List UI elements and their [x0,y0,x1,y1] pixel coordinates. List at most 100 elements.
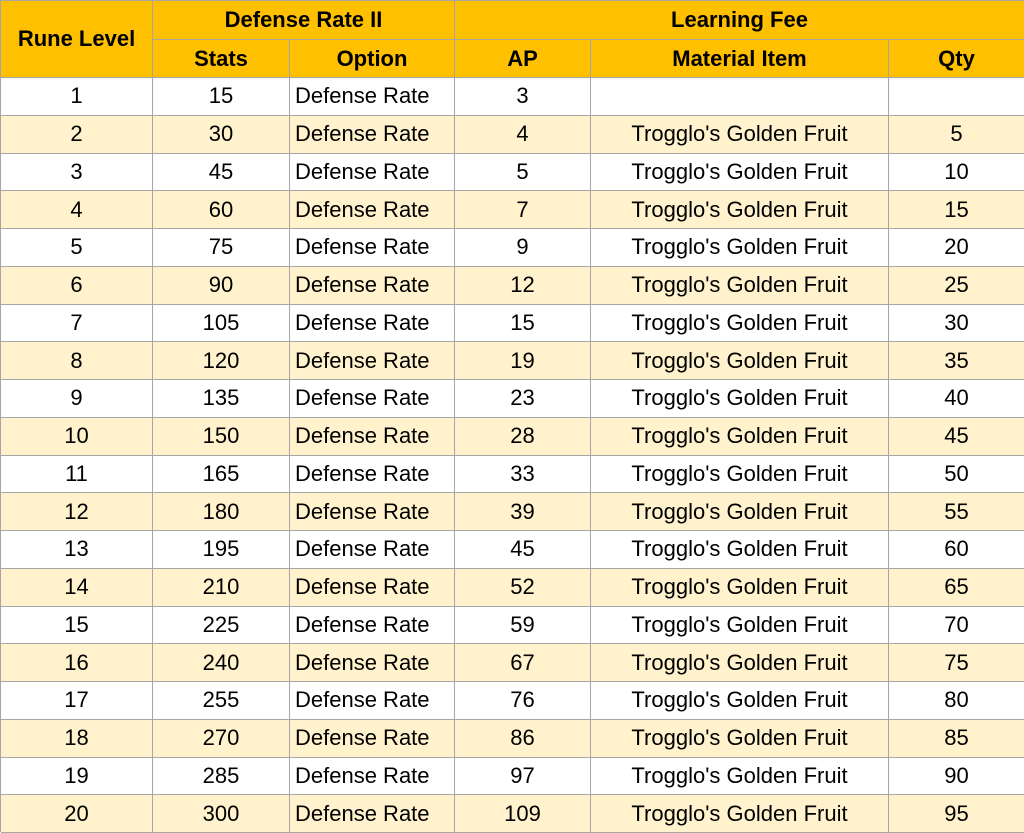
header-cell: Rune Level [1,1,153,78]
table-cell: 13 [1,531,153,569]
table-cell: Trogglo's Golden Fruit [591,493,889,531]
table-cell: Defense Rate [290,455,455,494]
table-cell: 6 [1,266,153,305]
table-cell: 45 [153,153,290,192]
table-cell: 7 [1,304,153,343]
column-header: AP [455,40,591,78]
table-cell: 40 [889,380,1024,418]
table-cell: 76 [455,682,591,720]
table-cell: 18 [1,719,153,758]
table-cell: 165 [153,455,290,494]
table-cell: Defense Rate [290,606,455,645]
table-cell: 300 [153,795,290,833]
table-cell: 195 [153,531,290,569]
table-cell: Defense Rate [290,531,455,569]
table-cell: 9 [1,380,153,418]
table-cell: Defense Rate [290,304,455,343]
table-cell: Trogglo's Golden Fruit [591,153,889,192]
table-cell: Trogglo's Golden Fruit [591,795,889,833]
table-cell: Defense Rate [290,682,455,720]
table-cell: Defense Rate [290,795,455,833]
table-cell: 30 [153,115,290,154]
table-cell: 86 [455,719,591,758]
table-cell: Defense Rate [290,493,455,531]
table-cell: 90 [153,266,290,305]
table-cell: 255 [153,682,290,720]
table-cell: 52 [455,568,591,607]
table-cell: 109 [455,795,591,833]
table-cell: 9 [455,229,591,267]
column-header: Qty [889,40,1024,78]
table-cell: 67 [455,644,591,682]
table-cell: 65 [889,568,1024,607]
table-cell: 5 [1,229,153,267]
table-cell: 2 [1,115,153,154]
table-cell: 60 [153,191,290,229]
table-cell: 19 [1,757,153,796]
table-cell: 16 [1,644,153,682]
table-cell: Trogglo's Golden Fruit [591,342,889,380]
table-cell: 50 [889,456,1024,494]
table-cell: 15 [889,191,1024,229]
table-cell: Defense Rate [290,78,455,116]
table-cell: Trogglo's Golden Fruit [591,757,889,796]
table-cell: 59 [455,606,591,645]
table-cell: 20 [1,795,153,833]
group-header: Defense Rate II [153,1,455,40]
column-header: Stats [153,40,290,78]
table-cell: 45 [455,531,591,569]
table-cell: Trogglo's Golden Fruit [591,380,889,418]
table-cell: 4 [455,115,591,154]
table-cell: 15 [153,78,290,116]
table-cell: 285 [153,757,290,796]
table-cell: 5 [889,115,1024,154]
table-cell: 80 [889,682,1024,720]
table-cell: Trogglo's Golden Fruit [591,191,889,229]
table-cell: Trogglo's Golden Fruit [591,644,889,682]
table-cell: 30 [889,305,1024,343]
table-cell: 95 [889,795,1024,833]
table-cell: Defense Rate [290,417,455,456]
table-cell: 75 [889,644,1024,682]
table-cell: 14 [1,568,153,607]
table-cell: 20 [889,229,1024,267]
table-cell: 90 [889,758,1024,796]
table-cell: 85 [889,719,1024,758]
table-cell: Trogglo's Golden Fruit [591,531,889,569]
table-cell: Defense Rate [290,568,455,607]
table-cell: 45 [889,417,1024,456]
table-cell: Defense Rate [290,229,455,267]
table-cell [889,78,1024,116]
table-cell: Trogglo's Golden Fruit [591,682,889,720]
table-cell: 180 [153,493,290,531]
table-cell: 12 [455,266,591,305]
table-cell: Defense Rate [290,380,455,418]
table-cell: 12 [1,493,153,531]
table-cell: Defense Rate [290,115,455,154]
table-cell: 15 [1,606,153,645]
table-cell: 3 [455,78,591,116]
table-cell: 135 [153,380,290,418]
table-cell: 5 [455,153,591,192]
table-cell: Trogglo's Golden Fruit [591,719,889,758]
table-cell: 17 [1,682,153,720]
table-cell: 10 [1,417,153,456]
table-cell: 3 [1,153,153,192]
table-cell: 10 [889,154,1024,192]
table-cell: Trogglo's Golden Fruit [591,229,889,267]
table-cell: 39 [455,493,591,531]
table-cell: 11 [1,455,153,494]
table-cell [591,78,889,116]
table-cell: 23 [455,380,591,418]
table-cell: 55 [889,493,1024,531]
table-cell: Trogglo's Golden Fruit [591,304,889,343]
table-cell: Trogglo's Golden Fruit [591,266,889,305]
table-cell: Defense Rate [290,191,455,229]
table-cell: 270 [153,719,290,758]
table-cell: 225 [153,606,290,645]
table-cell: Trogglo's Golden Fruit [591,417,889,456]
table-cell: Defense Rate [290,719,455,758]
table-cell: 1 [1,78,153,116]
column-header: Material Item [591,40,889,78]
